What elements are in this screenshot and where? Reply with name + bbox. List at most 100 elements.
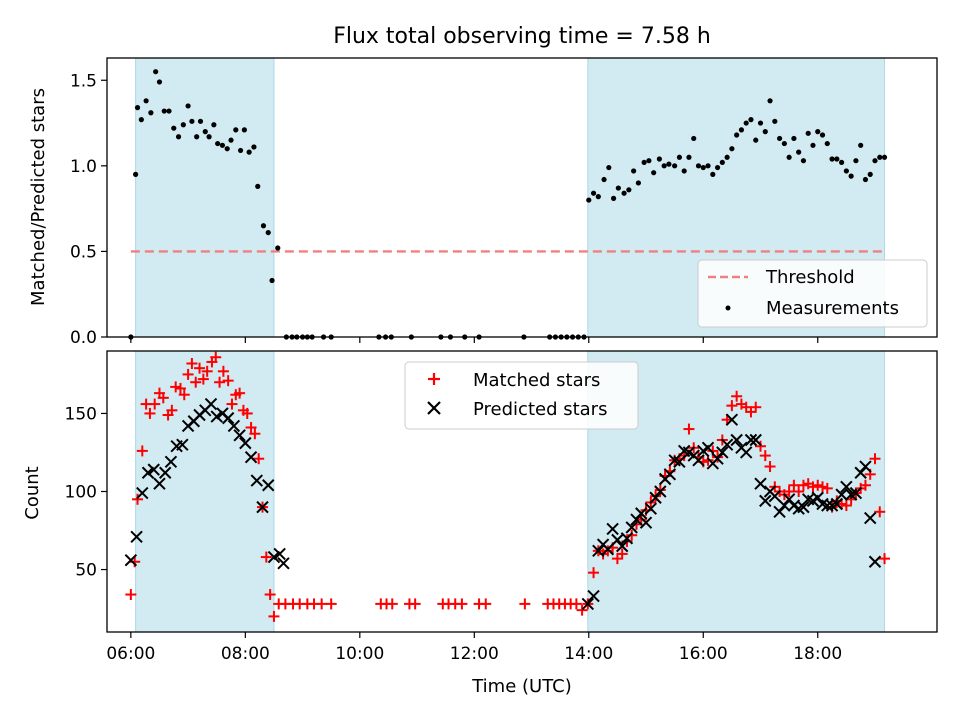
matched-star-point [759, 450, 771, 462]
measurement-point [729, 146, 735, 152]
matched-star-point [456, 598, 468, 610]
predicted-star-point [136, 486, 149, 500]
predicted-star-point [587, 589, 600, 603]
matched-star-point [186, 357, 198, 369]
measurement-point [838, 159, 845, 166]
matched-star-point [859, 479, 871, 491]
measurement-point [714, 164, 721, 171]
measurement-point [705, 163, 711, 169]
legend-matched-label: Matched stars [473, 370, 600, 391]
measurement-point [853, 158, 859, 164]
measurement-point [635, 180, 641, 186]
predicted-star-point [797, 500, 810, 514]
measurement-point [194, 134, 200, 140]
predicted-star-point [821, 499, 834, 512]
matched-star-point [726, 400, 738, 412]
measurement-point [700, 164, 706, 171]
matched-star-point [874, 506, 886, 518]
x-tick-label: 06:00 [106, 644, 155, 664]
predicted-star-point [720, 438, 734, 451]
measurement-point [586, 197, 592, 203]
predicted-star-point [778, 499, 791, 512]
shaded-interval-top-0 [135, 57, 275, 338]
matched-star-point [519, 598, 531, 610]
predicted-star-point [840, 480, 853, 494]
matched-star-point [210, 351, 222, 363]
matched-star-point [166, 404, 178, 416]
matched-star-point [125, 589, 137, 601]
predicted-star-point [859, 460, 872, 473]
matched-star-point [226, 398, 238, 410]
measurement-point [615, 185, 621, 191]
matched-star-point [821, 482, 833, 494]
measurement-point [695, 163, 702, 169]
predicted-star-point [773, 505, 786, 519]
predicted-star-point [730, 433, 743, 447]
legend-measurements-swatch [725, 305, 731, 311]
measurement-point [858, 142, 864, 148]
matched-star-point [260, 551, 272, 563]
measurement-point [877, 154, 883, 160]
measurement-point [672, 163, 678, 169]
matched-star-point [409, 598, 421, 610]
predicted-star-point [581, 597, 595, 611]
predicted-star-point [615, 539, 629, 553]
predicted-star-point [649, 491, 662, 504]
measurement-point [862, 176, 869, 183]
x-tick-label: 12:00 [450, 644, 499, 664]
predicted-star-point [601, 543, 615, 556]
matched-star-point [783, 486, 795, 497]
measurement-point [161, 108, 167, 114]
x-tick-label: 16:00 [679, 644, 728, 664]
matched-star-point [136, 445, 148, 457]
measurement-point [800, 158, 807, 164]
measurement-point [786, 154, 792, 160]
predicted-star-point [141, 466, 155, 479]
top-y-axis-label: Matched/Predicted stars [28, 88, 49, 306]
matched-star-point [570, 598, 582, 610]
matched-star-point [264, 589, 276, 601]
measurement-point [197, 118, 204, 124]
matched-star-point [793, 486, 805, 497]
measurement-point [180, 122, 186, 128]
matched-star-point [194, 362, 206, 374]
legend-threshold-label: Threshold [765, 267, 855, 288]
top-legend: Threshold Measurements [697, 259, 928, 328]
measurement-point [881, 154, 888, 160]
matched-star-point [745, 406, 757, 418]
matched-star-point [190, 376, 202, 388]
measurement-point [610, 195, 617, 201]
measurement-point [691, 135, 697, 142]
predicted-star-point [849, 486, 863, 500]
predicted-star-point [244, 450, 258, 464]
matched-star-point [611, 553, 623, 565]
matched-star-point [245, 421, 257, 433]
predicted-star-point [644, 502, 658, 515]
measurement-point [743, 120, 749, 126]
measurement-point [641, 159, 647, 166]
matched-star-point [144, 407, 156, 419]
predicted-star-point [864, 511, 877, 525]
x-tick-label: 14:00 [564, 644, 613, 664]
matched-star-point [132, 493, 144, 505]
measurement-point [724, 154, 730, 160]
top-axes-frame [106, 57, 938, 338]
matched-star-point [788, 479, 800, 491]
predicted-star-point [716, 446, 729, 459]
matched-star-point [386, 598, 398, 610]
measurement-point [626, 187, 632, 193]
y-tick-label: 1.0 [70, 157, 97, 177]
measurement-point [260, 223, 267, 229]
predicted-star-point [811, 491, 824, 504]
measurement-point [269, 277, 275, 284]
measurement-point [153, 69, 159, 75]
measurement-point [143, 98, 149, 104]
matched-star-point [879, 553, 891, 565]
predicted-star-point [227, 419, 241, 433]
matched-star-point [214, 376, 226, 388]
y-tick-label: 0.5 [70, 242, 97, 262]
matched-star-point [157, 392, 169, 404]
matched-star-point [174, 382, 186, 394]
measurement-point [781, 140, 787, 147]
